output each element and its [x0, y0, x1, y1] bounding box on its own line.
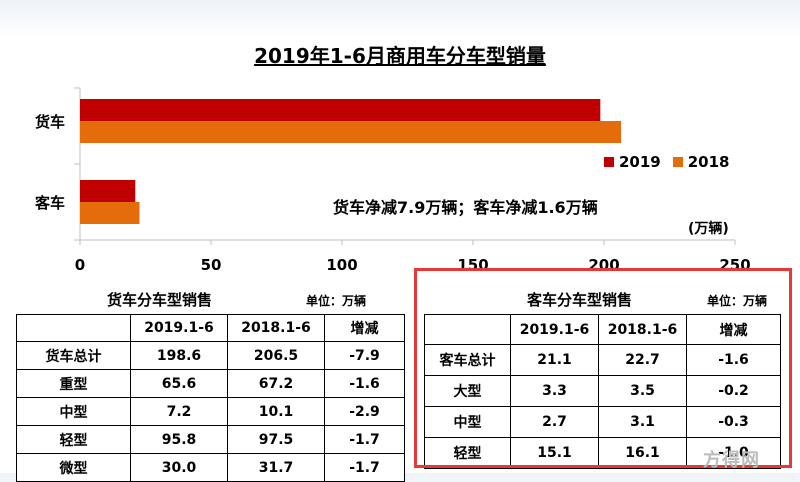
x-tick-label: 50 [201, 256, 222, 274]
legend-item-2018: 2018 [672, 153, 730, 171]
table-header-cell: 2019.1-6 [130, 314, 228, 342]
chart-legend: 2019 2018 [604, 153, 742, 171]
legend-swatch-2018 [672, 157, 683, 167]
table-row: 轻型 95.8 97.5 -1.7 [16, 425, 405, 454]
bar-2019-1 [80, 180, 136, 202]
table-row: 大型 3.3 3.5 -0.2 [424, 375, 781, 407]
axis-unit-label: (万辆) [688, 221, 729, 237]
table-cell: 中型 [16, 397, 131, 426]
table-header-cell: 增减 [324, 314, 405, 342]
table-cell: -0.2 [686, 375, 781, 407]
table-cell: 198.6 [130, 341, 228, 370]
table-header-cell: 2018.1-6 [227, 314, 325, 342]
category-label: 客车 [34, 194, 65, 212]
table-cell: -1.6 [324, 369, 405, 398]
table-cell: 95.8 [130, 425, 228, 454]
x-tick-label: 0 [75, 256, 85, 274]
table-cell: 3.3 [510, 375, 599, 407]
truck-table-unit: 单位：万辆 [306, 294, 367, 308]
table-row: 轻型 15.1 16.1 -1.0 [424, 437, 781, 469]
table-cell: 65.6 [130, 369, 228, 398]
table-cell: 客车总计 [424, 344, 511, 376]
table-row: 中型 7.2 10.1 -2.9 [16, 397, 405, 426]
truck-table: 2019.1-6 2018.1-6 增减 货车总计 198.6 206.5 -7.9 重型 6… [16, 314, 405, 482]
highlight-box [414, 268, 792, 468]
watermark-logo: 方得网 [703, 450, 760, 471]
table-row: 货车总计 198.6 206.5 -7.9 [16, 341, 405, 370]
table-cell: -1.0 [686, 437, 781, 469]
bus-table-header-row: 2019.1-6 2018.1-6 增减 [424, 314, 781, 345]
x-tick-label: 100 [326, 256, 357, 274]
bus-table-title: 客车分车型销售 [527, 291, 633, 309]
bus-table-unit: 单位：万辆 [707, 294, 768, 308]
bar-2019-0 [80, 99, 601, 121]
bus-table: 2019.1-6 2018.1-6 增减 客车总计 21.1 22.7 -1.6 大型 3.3… [424, 314, 781, 469]
chart-annotation: 货车净减7.9万辆；客车净减1.6万辆 [333, 198, 598, 217]
table-cell: -7.9 [324, 341, 405, 370]
table-cell: -1.7 [324, 425, 405, 454]
chart-title: 2019年1-6月商用车分车型销量 [254, 44, 546, 68]
table-header-cell: 增减 [686, 314, 781, 345]
legend-swatch-2019 [604, 157, 614, 167]
table-cell: 15.1 [510, 437, 599, 469]
bar-2018-0 [80, 121, 622, 143]
legend-label-2018: 2018 [687, 153, 730, 171]
table-cell: 轻型 [424, 437, 511, 469]
table-cell: 16.1 [598, 437, 687, 469]
table-cell: 206.5 [227, 341, 325, 370]
table-row: 重型 65.6 67.2 -1.6 [16, 369, 405, 398]
legend-item-2019: 2019 [604, 153, 661, 171]
truck-table-title: 货车分车型销售 [107, 291, 213, 309]
table-cell: 10.1 [227, 397, 325, 426]
truck-table-header-row: 2019.1-6 2018.1-6 增减 [16, 314, 405, 342]
table-cell: -1.7 [324, 453, 405, 482]
table-cell: 31.7 [227, 453, 325, 482]
table-cell: 97.5 [227, 425, 325, 454]
table-cell: 2.7 [510, 406, 599, 438]
table-cell: 货车总计 [16, 341, 131, 370]
table-cell: 微型 [16, 453, 131, 482]
table-row: 客车总计 21.1 22.7 -1.6 [424, 344, 781, 376]
table-cell: 67.2 [227, 369, 325, 398]
table-cell: 中型 [424, 406, 511, 438]
table-header-cell [16, 314, 131, 342]
table-cell: 重型 [16, 369, 131, 398]
table-cell: 7.2 [130, 397, 228, 426]
legend-label-2019: 2019 [619, 153, 661, 171]
table-cell: -2.9 [324, 397, 405, 426]
category-label: 货车 [35, 113, 65, 131]
bar-2018-1 [80, 202, 140, 224]
table-header-cell [424, 314, 511, 345]
table-cell: 轻型 [16, 425, 131, 454]
table-cell: 30.0 [130, 453, 228, 482]
table-row: 微型 30.0 31.7 -1.7 [16, 453, 405, 482]
table-cell: -0.3 [686, 406, 781, 438]
